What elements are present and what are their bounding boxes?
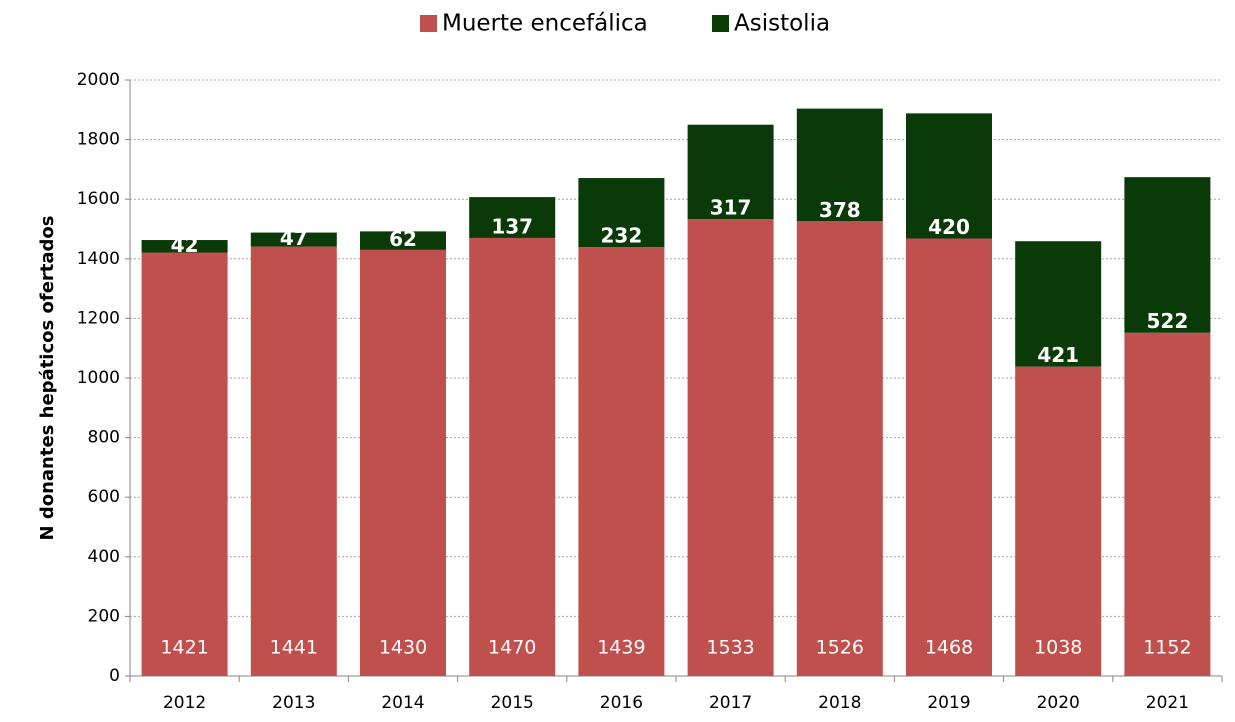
bar-segment (1015, 241, 1102, 367)
legend-label: Asistolia (734, 11, 830, 37)
bar-segment (687, 219, 774, 676)
y-tick-label: 1000 (77, 368, 120, 388)
bar-segment (796, 108, 883, 222)
bar-segment (250, 232, 337, 247)
bar-segment (1124, 332, 1211, 676)
data-label: 1470 (488, 637, 536, 659)
y-tick-label: 1400 (77, 249, 120, 269)
y-tick-label: 600 (88, 487, 120, 507)
data-label: 1441 (270, 637, 318, 659)
bar-segment (250, 246, 337, 676)
data-label: 1439 (597, 637, 645, 659)
legend-swatch (712, 15, 729, 32)
x-tick-label: 2020 (1037, 693, 1080, 713)
data-label: 378 (819, 198, 861, 222)
bar-segment (578, 178, 665, 248)
x-tick-label: 2012 (163, 693, 206, 713)
data-label: 1430 (379, 637, 427, 659)
data-label: 1468 (925, 637, 973, 659)
y-axis-label: N donantes hepáticos ofertados (37, 216, 58, 541)
x-tick-label: 2013 (272, 693, 315, 713)
y-tick-label: 2000 (77, 70, 120, 90)
x-tick-label: 2021 (1146, 693, 1189, 713)
data-label: 522 (1147, 309, 1189, 333)
data-label: 317 (710, 196, 752, 220)
y-tick-label: 800 (88, 428, 120, 448)
data-label: 420 (928, 215, 970, 239)
data-label: 1038 (1034, 637, 1082, 659)
data-label: 62 (389, 227, 417, 251)
y-tick-label: 1200 (77, 308, 120, 328)
x-tick-label: 2016 (600, 693, 643, 713)
data-label: 137 (491, 214, 533, 238)
data-label: 421 (1037, 343, 1079, 367)
bar-segment (687, 124, 774, 220)
data-label: 1421 (160, 637, 208, 659)
x-tick-label: 2017 (709, 693, 752, 713)
data-label: 1533 (706, 637, 754, 659)
bar-segment (360, 249, 446, 677)
x-tick-label: 2019 (927, 693, 970, 713)
bar-segment (906, 113, 992, 239)
data-label: 1526 (816, 637, 864, 659)
bar-segment (360, 231, 446, 250)
x-tick-label: 2018 (818, 693, 861, 713)
bar-segment (796, 221, 883, 676)
data-label: 232 (601, 224, 643, 248)
y-tick-label: 1600 (77, 189, 120, 209)
bar-segment (141, 252, 228, 677)
data-label: 1152 (1143, 637, 1191, 659)
y-tick-label: 200 (88, 606, 120, 626)
bar-segment (141, 240, 228, 253)
legend-swatch (420, 15, 437, 32)
bar-segment (469, 197, 556, 238)
data-label: 47 (280, 226, 308, 250)
x-tick-label: 2015 (491, 693, 534, 713)
bar-segment (578, 247, 665, 677)
x-tick-label: 2014 (381, 693, 424, 713)
y-tick-label: 1800 (77, 130, 120, 150)
data-label: 42 (171, 233, 199, 257)
bar-segment (1124, 177, 1211, 333)
y-tick-label: 0 (109, 666, 120, 686)
bar-segment (1015, 366, 1102, 676)
bar-segment (469, 237, 556, 676)
bar-segment (906, 238, 992, 676)
legend-label: Muerte encefálica (442, 11, 648, 37)
y-tick-label: 400 (88, 547, 120, 567)
